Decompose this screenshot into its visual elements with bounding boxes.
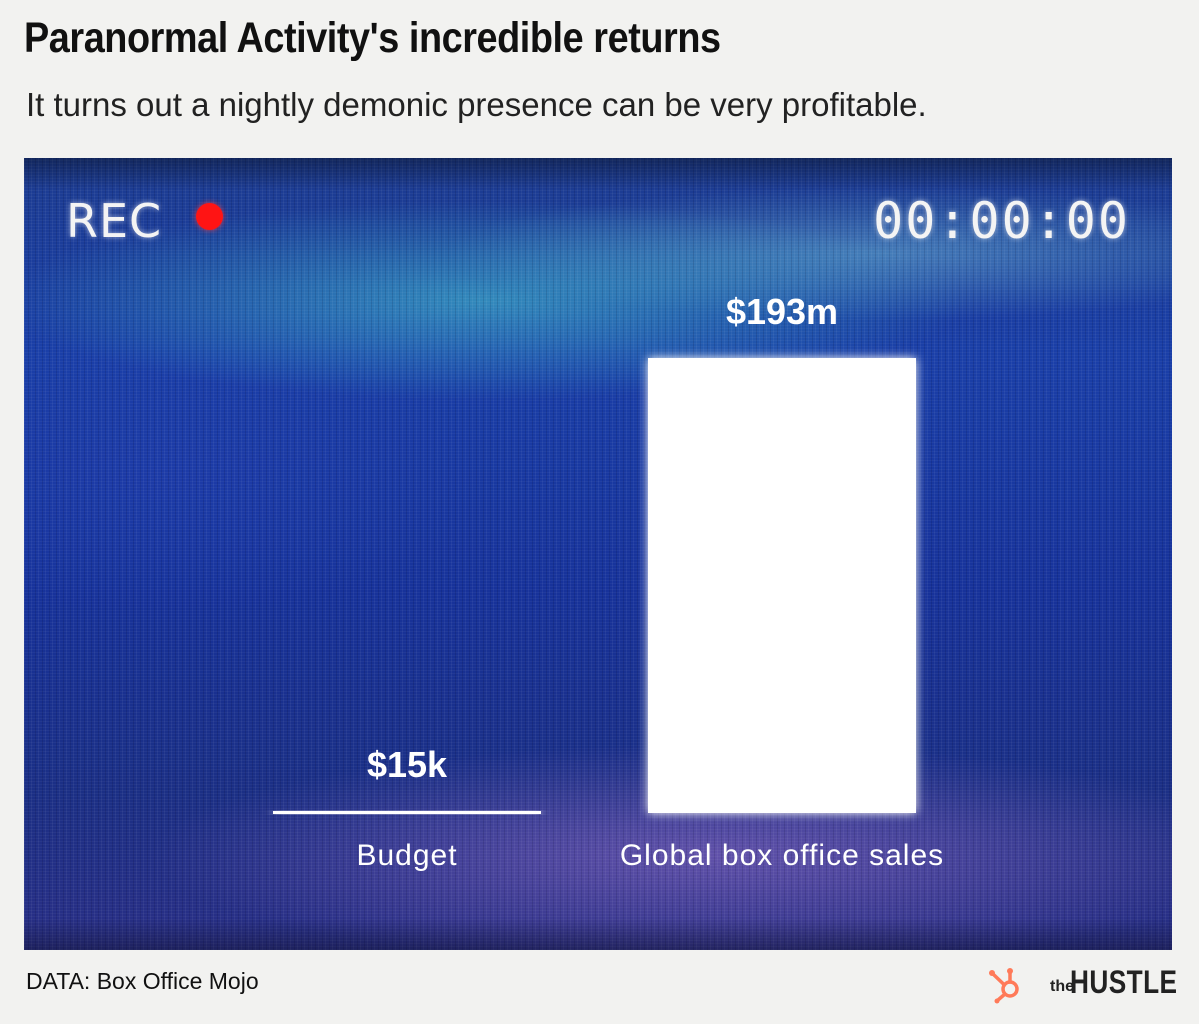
category-label: Global box office sales: [620, 839, 944, 872]
value-label: $15k: [367, 744, 448, 785]
timecode: 00:00:00: [873, 192, 1130, 250]
brand-logo: the HUSTLE: [986, 962, 1178, 1006]
bar-global-box-office-sales: [648, 358, 916, 813]
data-source: DATA: Box Office Mojo: [26, 968, 259, 994]
record-dot-icon: [196, 203, 223, 230]
category-label: Budget: [356, 839, 457, 872]
brand-the: the: [1050, 978, 1074, 995]
bar-budget: [273, 811, 541, 814]
rec-label: REC: [66, 194, 163, 248]
chart-subtitle: It turns out a nightly demonic presence …: [26, 86, 927, 123]
bar-plot: $15k Budget $193m Global box office sales: [273, 291, 944, 872]
chart-title: Paranormal Activity's incredible returns: [24, 14, 721, 62]
chart-area: REC 00:00:00 $15k Budget $193m Global box o…: [24, 158, 1172, 950]
hubspot-sprocket-icon: [989, 968, 1019, 1004]
value-label: $193m: [726, 291, 838, 332]
brand-hustle: HUSTLE: [1070, 964, 1178, 1000]
